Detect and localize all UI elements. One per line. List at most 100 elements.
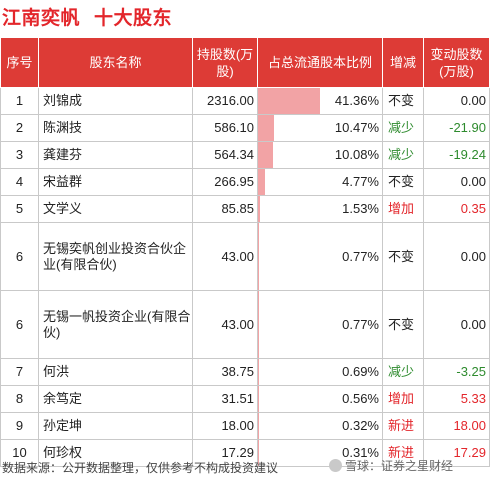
ratio-label: 0.77%: [342, 316, 379, 332]
change-type: 增加: [382, 195, 424, 223]
table-row: 4 宋益群 266.95 4.77% 不变 0.00: [0, 168, 490, 196]
ratio-bar: [258, 413, 259, 439]
shareholder-name: 孙定坤: [38, 412, 193, 440]
change-type: 减少: [382, 141, 424, 169]
row-number: 4: [0, 168, 39, 196]
table-row: 1 刘锦成 2316.00 41.36% 不变 0.00: [0, 87, 490, 115]
ratio-cell: 0.69%: [257, 358, 383, 386]
change-amount: -19.24: [423, 141, 490, 169]
change-amount: 0.00: [423, 87, 490, 115]
table-header-row: 序号 股东名称 持股数(万股) 占总流通股本比例 增减 变动股数(万股): [0, 37, 490, 88]
data-source-note: 数据来源：公开数据整理，仅供参考不构成投资建议: [2, 461, 279, 475]
ratio-cell: 1.53%: [257, 195, 383, 223]
change-type: 新进: [382, 412, 424, 440]
ratio-bar: [258, 115, 274, 141]
change-type: 不变: [382, 87, 424, 115]
change-amount: 5.33: [423, 385, 490, 413]
shareholder-name: 何洪: [38, 358, 193, 386]
header-ratio: 占总流通股本比例: [257, 37, 383, 88]
ratio-bar: [258, 440, 259, 466]
shares-held: 266.95: [192, 168, 258, 196]
ratio-label: 1.53%: [342, 201, 379, 216]
shareholder-name: 文学义: [38, 195, 193, 223]
ratio-cell: 0.56%: [257, 385, 383, 413]
shareholder-name: 无锡一帆投资企业(有限合伙): [38, 290, 193, 359]
shares-held: 38.75: [192, 358, 258, 386]
shares-held: 31.51: [192, 385, 258, 413]
table-row: 5 文学义 85.85 1.53% 增加 0.35: [0, 195, 490, 223]
shares-held: 18.00: [192, 412, 258, 440]
table-row: 9 孙定坤 18.00 0.32% 新进 18.00: [0, 412, 490, 440]
change-type: 减少: [382, 358, 424, 386]
brand-label: 雪球：证券之星财经: [345, 459, 454, 473]
change-type: 不变: [382, 168, 424, 196]
change-type: 不变: [382, 222, 424, 291]
change-type: 新进: [382, 439, 424, 467]
table-row: 6 无锡一帆投资企业(有限合伙) 43.00 0.77% 不变 0.00: [0, 290, 490, 359]
row-number: 8: [0, 385, 39, 413]
row-number: 6: [0, 290, 39, 359]
ratio-bar: [258, 223, 260, 290]
shares-held: 2316.00: [192, 87, 258, 115]
row-number: 5: [0, 195, 39, 223]
shares-held: 586.10: [192, 114, 258, 142]
change-amount: -3.25: [423, 358, 490, 386]
ratio-label: 0.31%: [342, 445, 379, 460]
row-number: 10: [0, 439, 39, 467]
ratio-cell: 0.31%: [257, 439, 383, 467]
table-row: 8 余笃定 31.51 0.56% 增加 5.33: [0, 385, 490, 413]
shares-held: 564.34: [192, 141, 258, 169]
ratio-label: 10.08%: [334, 147, 379, 162]
ratio-bar: [258, 359, 259, 385]
company-name: 江南奕帆: [2, 8, 81, 29]
table-row: 7 何洪 38.75 0.69% 减少 -3.25: [0, 358, 490, 386]
ratio-cell: 10.08%: [257, 141, 383, 169]
brand-watermark: 雪球：证券之星财经: [329, 457, 453, 474]
ratio-cell: 41.36%: [257, 87, 383, 115]
change-type: 不变: [382, 290, 424, 359]
header-shares: 持股数(万股): [192, 37, 258, 88]
ratio-label: 0.56%: [342, 391, 379, 406]
shareholder-name: 陈渊技: [38, 114, 193, 142]
header-change-type: 增减: [382, 37, 424, 88]
header-name: 股东名称: [38, 37, 193, 88]
ratio-bar: [258, 169, 266, 195]
change-amount: 0.35: [423, 195, 490, 223]
row-number: 1: [0, 87, 39, 115]
page-title: 江南奕帆 十大股东: [2, 3, 172, 30]
ratio-bar: [258, 88, 320, 114]
ratio-cell: 0.32%: [257, 412, 383, 440]
table-row: 3 龚建芬 564.34 10.08% 减少 -19.24: [0, 141, 490, 169]
table-row: 10 何珍权 17.29 0.31% 新进 17.29: [0, 439, 490, 467]
table-row: 6 无锡奕帆创业投资合伙企业(有限合伙) 43.00 0.77% 不变 0.00: [0, 222, 490, 291]
ratio-label: 10.47%: [334, 120, 379, 135]
ratio-cell: 0.77%: [257, 290, 383, 359]
header-change: 变动股数(万股): [423, 37, 490, 88]
shareholder-name: 龚建芬: [38, 141, 193, 169]
change-amount: 17.29: [423, 439, 490, 467]
ratio-label: 41.36%: [334, 93, 379, 108]
row-number: 7: [0, 358, 39, 386]
ratio-label: 4.77%: [342, 174, 379, 189]
change-amount: -21.90: [423, 114, 490, 142]
change-amount: 0.00: [423, 290, 490, 359]
change-amount: 18.00: [423, 412, 490, 440]
shares-held: 85.85: [192, 195, 258, 223]
shares-held: 43.00: [192, 222, 258, 291]
snowball-icon: [329, 459, 342, 472]
shareholders-table: 序号 股东名称 持股数(万股) 占总流通股本比例 增减 变动股数(万股) 1 刘锦…: [0, 37, 490, 467]
shareholder-name: 余笃定: [38, 385, 193, 413]
ratio-cell: 0.77%: [257, 222, 383, 291]
change-type: 增加: [382, 385, 424, 413]
ratio-label: 0.69%: [342, 364, 379, 379]
ratio-bar: [258, 142, 274, 168]
row-number: 2: [0, 114, 39, 142]
ratio-label: 0.77%: [342, 248, 379, 264]
table-row: 2 陈渊技 586.10 10.47% 减少 -21.90: [0, 114, 490, 142]
ratio-cell: 4.77%: [257, 168, 383, 196]
change-type: 减少: [382, 114, 424, 142]
shareholder-name: 宋益群: [38, 168, 193, 196]
row-number: 3: [0, 141, 39, 169]
ratio-cell: 10.47%: [257, 114, 383, 142]
ratio-bar: [258, 386, 259, 412]
